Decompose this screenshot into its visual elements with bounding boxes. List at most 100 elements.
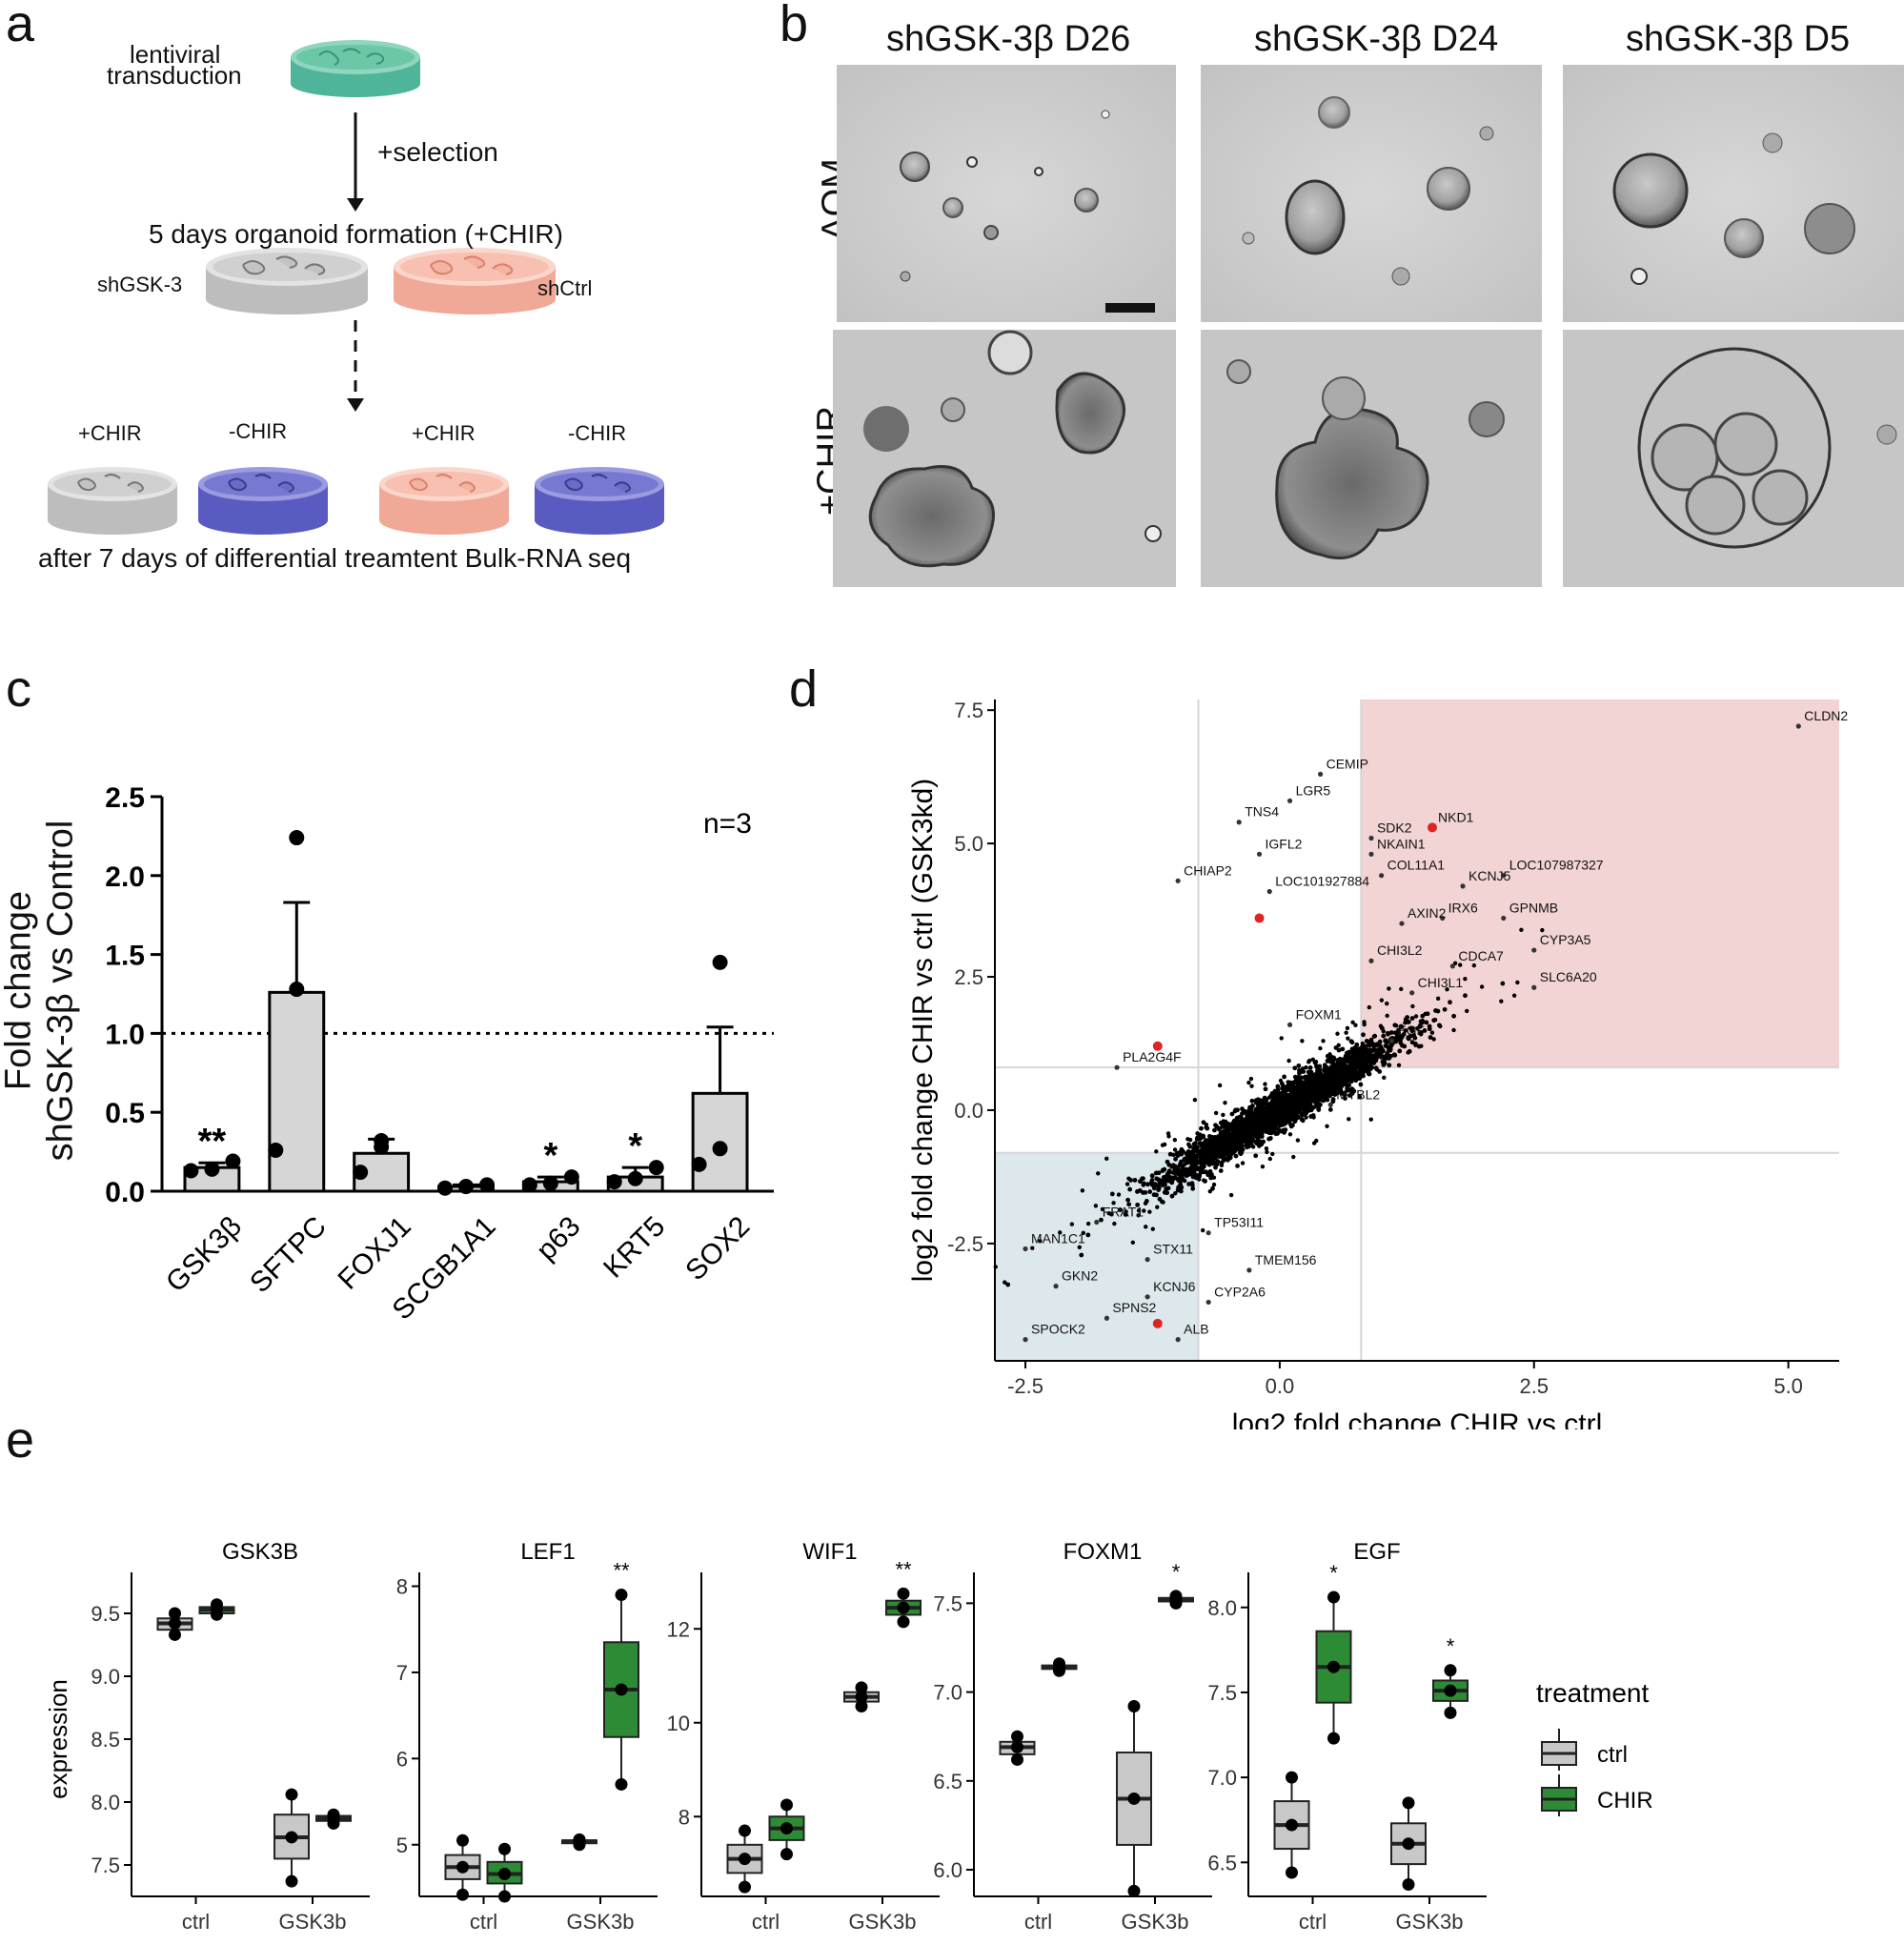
bar-significance-GSK3β: ** (198, 1122, 227, 1162)
gene-label-EGF: EGF (1397, 1023, 1425, 1038)
scatter-point (1260, 1165, 1266, 1169)
box-point (169, 1628, 181, 1641)
dish-shgsk3 (206, 248, 368, 314)
scatter-point (1399, 986, 1404, 992)
gene-point-CEMIP (1317, 771, 1324, 777)
legend-label-ctrl: ctrl (1597, 1742, 1628, 1768)
scatter-point (1246, 1129, 1251, 1134)
scatter-point (1300, 1066, 1306, 1071)
scatter-point (1382, 1075, 1387, 1081)
downregulated-region (995, 1152, 1199, 1361)
scatter-point (1397, 1048, 1403, 1054)
scatter-point (1281, 1108, 1286, 1114)
scatter-point (1383, 1055, 1388, 1061)
scatter-point (1377, 1039, 1383, 1044)
scatter-point (1500, 981, 1506, 986)
scatter-point (1150, 1226, 1155, 1231)
scatter-point (1206, 1142, 1212, 1146)
scatter-point (1191, 1170, 1197, 1176)
scatter-point (1231, 1118, 1237, 1124)
scatter-point (1387, 986, 1391, 991)
scatter-point (1079, 1252, 1084, 1258)
scatter-point (1365, 1065, 1370, 1070)
gene-label-MYBL2: MYBL2 (1336, 1086, 1380, 1102)
scatter-point (1212, 1154, 1218, 1159)
scatter-point (1330, 1061, 1336, 1065)
scatter-point (1499, 999, 1504, 1003)
scatter-point (1448, 1000, 1452, 1005)
scatter-point (1269, 1099, 1275, 1104)
facet-significance: * (1447, 1634, 1455, 1658)
scatter-point (1183, 1162, 1187, 1166)
gene-label-KCNJ5: KCNJ5 (1469, 868, 1511, 883)
scatter-point (1192, 1141, 1198, 1146)
scatter-point (1325, 1124, 1329, 1128)
scatter-point (1225, 1149, 1231, 1155)
scatter-point (1260, 1128, 1266, 1134)
scatter-point (1291, 1114, 1297, 1119)
scatter-point (1385, 1013, 1389, 1019)
scatter-point (1317, 1064, 1323, 1069)
scatter-point (1302, 1107, 1307, 1113)
scatter-point (1413, 1041, 1418, 1046)
gene-point-SLC6A20 (1531, 984, 1537, 990)
scatter-point (1236, 1121, 1241, 1126)
facet-y-tick-label: 7.0 (1207, 1766, 1237, 1790)
scatter-point (1424, 1020, 1429, 1025)
scatter-point (1403, 1017, 1408, 1022)
box-point (780, 1848, 793, 1861)
scatter-point (1372, 1047, 1378, 1053)
scatter-point (1292, 1065, 1298, 1071)
scatter-point (1346, 1036, 1350, 1041)
column-label-d26: shGSK-3β D26 (886, 19, 1131, 59)
box-point (1127, 1700, 1141, 1713)
box-point (498, 1890, 511, 1903)
scatter-point (1191, 1146, 1197, 1152)
scatter-point (1314, 1094, 1320, 1099)
box-point (1053, 1657, 1065, 1671)
facet-significance: ** (613, 1559, 630, 1583)
scatter-point (1225, 1153, 1231, 1159)
scatter-point (1136, 1208, 1142, 1213)
scatter-point (1540, 927, 1545, 933)
scatter-point (1165, 1178, 1171, 1184)
scatter-point (1223, 1145, 1228, 1150)
facet-x-tick-label: GSK3b (567, 1910, 635, 1934)
scatter-x-tick-label: 2.5 (1519, 1374, 1549, 1398)
gene-label-TMEM156: TMEM156 (1255, 1252, 1317, 1267)
gene-point-IGFL2 (1256, 851, 1263, 857)
scatter-point (1330, 1099, 1336, 1104)
scatter-point (1275, 1112, 1281, 1117)
scatter-point (1349, 1064, 1354, 1069)
scatter-point (1249, 1098, 1255, 1104)
scatter-point (1189, 1163, 1195, 1167)
scatter-point (1295, 1109, 1300, 1115)
dish-label-shctrl: shCtrl (537, 276, 593, 300)
scatter-point (1451, 1027, 1456, 1033)
bar-point (606, 1174, 622, 1190)
bar-y-tick-label: 0.5 (105, 1098, 145, 1129)
scatter-point (1030, 1246, 1035, 1250)
facet-x-tick-label: GSK3b (849, 1910, 917, 1934)
scatter-point (1272, 1129, 1277, 1134)
scatter-point (1314, 1083, 1320, 1088)
gene-label-NKD1: NKD1 (1438, 809, 1474, 824)
box-point (739, 1824, 751, 1837)
box-point (1327, 1732, 1340, 1745)
transduction-label-line2: transduction (107, 61, 242, 90)
scatter-y-tick-label: 5.0 (954, 832, 983, 856)
scatter-point (1479, 984, 1485, 989)
scatter-point (1511, 993, 1517, 998)
scatter-point (1275, 1126, 1281, 1132)
scatter-point (1431, 1037, 1436, 1042)
scatter-point (1301, 1080, 1306, 1085)
scatter-point (1422, 1028, 1428, 1033)
scatter-point (1109, 1191, 1115, 1197)
scatter-point (1234, 1142, 1240, 1146)
scatter-point (1235, 1127, 1240, 1133)
gene-label-LOC107987327: LOC107987327 (1509, 858, 1604, 873)
scatter-point (1371, 1034, 1377, 1039)
scatter-point (1248, 1076, 1254, 1082)
scatter-point (1185, 1167, 1190, 1172)
bar-point (542, 1175, 558, 1191)
